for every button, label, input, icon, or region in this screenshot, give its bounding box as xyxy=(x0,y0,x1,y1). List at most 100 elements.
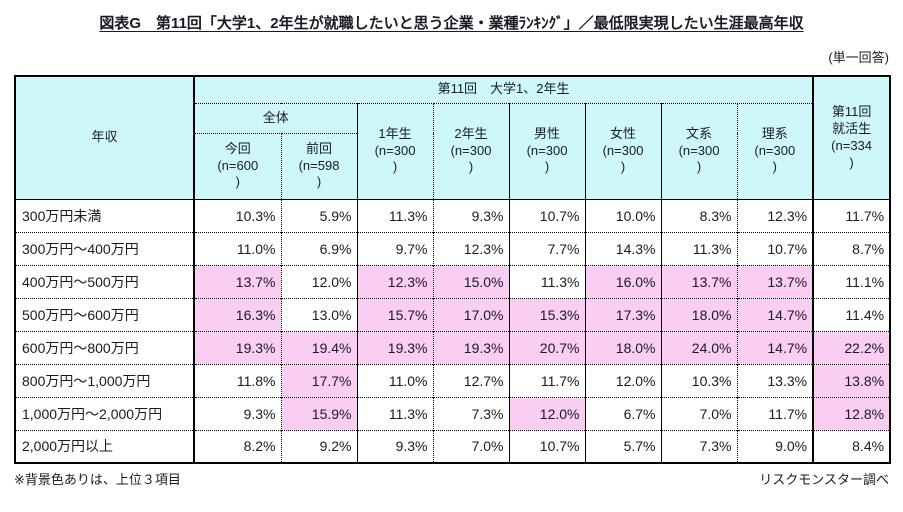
value-cell: 10.7% xyxy=(509,198,586,232)
value-cell: 6.7% xyxy=(585,396,662,430)
table-row: 300万円～400万円 11.0% 6.9% 9.7% 12.3% 7.7% 14.3% 11… xyxy=(15,231,891,265)
value-cell: 10.0% xyxy=(585,198,662,232)
value-cell: 15.3% xyxy=(509,297,586,331)
table-body: 300万円未満 10.3% 5.9% 11.3% 9.3% 10.7% 10.0% 8.3% 1… xyxy=(15,198,891,463)
footer: ※背景色ありは、上位３項目 リスクモンスター調べ xyxy=(14,469,889,488)
col-header-current: 今回 (n=600 ) xyxy=(194,133,282,199)
value-cell: 19.3% xyxy=(357,330,434,364)
value-cell: 8.7% xyxy=(813,231,891,265)
value-cell: 13.7% xyxy=(194,264,282,298)
table-row: 300万円未満 10.3% 5.9% 11.3% 9.3% 10.7% 10.0% 8.3% 1… xyxy=(15,198,891,232)
income-range-label: 1,000万円～2,000万円 xyxy=(15,396,195,430)
value-cell: 14.7% xyxy=(737,297,815,331)
income-range-label: 300万円～400万円 xyxy=(15,231,195,265)
value-cell: 13.3% xyxy=(737,363,815,397)
value-cell: 11.3% xyxy=(509,264,586,298)
value-cell: 12.0% xyxy=(585,363,662,397)
value-cell: 17.3% xyxy=(585,297,662,331)
value-cell: 10.3% xyxy=(661,363,738,397)
value-cell: 18.0% xyxy=(585,330,662,364)
figure-title: 図表G 第11回「大学1、2年生が就職したいと思う企業・業種ﾗﾝｷﾝｸﾞ」／最低… xyxy=(0,12,903,33)
value-cell: 7.0% xyxy=(433,429,510,463)
value-cell: 15.9% xyxy=(281,396,358,430)
col-header-year2: 2年生 (n=300 ) xyxy=(433,103,510,199)
table-row: 800万円～1,000万円 11.8% 17.7% 11.0% 12.7% 11.7% 12… xyxy=(15,363,891,397)
value-cell: 12.0% xyxy=(509,396,586,430)
table-row: 400万円～500万円 13.7% 12.0% 12.3% 15.0% 11.3% 16.0… xyxy=(15,264,891,298)
col-header-humanities: 文系 (n=300 ) xyxy=(661,103,738,199)
value-cell: 12.3% xyxy=(433,231,510,265)
value-cell: 16.0% xyxy=(585,264,662,298)
value-cell: 7.0% xyxy=(661,396,738,430)
value-cell: 5.7% xyxy=(585,429,662,463)
value-cell: 11.4% xyxy=(813,297,891,331)
value-cell: 17.7% xyxy=(281,363,358,397)
value-cell: 14.3% xyxy=(585,231,662,265)
value-cell: 7.3% xyxy=(433,396,510,430)
value-cell: 11.0% xyxy=(194,231,282,265)
value-cell: 8.3% xyxy=(661,198,738,232)
value-cell: 11.7% xyxy=(813,198,891,232)
value-cell: 11.3% xyxy=(661,231,738,265)
value-cell: 13.0% xyxy=(281,297,358,331)
value-cell: 12.8% xyxy=(813,396,891,430)
value-cell: 12.3% xyxy=(357,264,434,298)
table-header: 年収 第11回 大学1、2年生 第11回 就活生 (n=334 ) 全体 1年生… xyxy=(15,76,891,199)
value-cell: 9.3% xyxy=(357,429,434,463)
income-range-label: 500万円～600万円 xyxy=(15,297,195,331)
answer-type-note: (単一回答) xyxy=(828,50,889,65)
value-cell: 15.0% xyxy=(433,264,510,298)
value-cell: 19.3% xyxy=(433,330,510,364)
value-cell: 13.7% xyxy=(737,264,815,298)
income-table: 年収 第11回 大学1、2年生 第11回 就活生 (n=334 ) 全体 1年生… xyxy=(14,75,892,464)
table-row: 1,000万円～2,000万円 9.3% 15.9% 11.3% 7.3% 12.0% 6.… xyxy=(15,396,891,430)
header-row-zentai-split: 今回 (n=600 ) 前回 (n=598 ) xyxy=(15,133,890,199)
col-header-female: 女性 (n=300 ) xyxy=(585,103,662,199)
value-cell: 12.7% xyxy=(433,363,510,397)
value-cell: 7.7% xyxy=(509,231,586,265)
value-cell: 11.3% xyxy=(357,198,434,232)
value-cell: 9.2% xyxy=(281,429,358,463)
value-cell: 15.7% xyxy=(357,297,434,331)
value-cell: 10.7% xyxy=(737,231,815,265)
value-cell: 19.4% xyxy=(281,330,358,364)
col-header-jobhunters: 第11回 就活生 (n=334 ) xyxy=(813,76,891,199)
value-cell: 13.7% xyxy=(661,264,738,298)
col-header-previous: 前回 (n=598 ) xyxy=(281,133,358,199)
value-cell: 20.7% xyxy=(509,330,586,364)
value-cell: 11.0% xyxy=(357,363,434,397)
col-header-income: 年収 xyxy=(15,76,195,199)
value-cell: 8.2% xyxy=(194,429,282,463)
value-cell: 10.3% xyxy=(194,198,282,232)
value-cell: 11.3% xyxy=(357,396,434,430)
col-header-male: 男性 (n=300 ) xyxy=(509,103,586,199)
table-row: 600万円～800万円 19.3% 19.4% 19.3% 19.3% 20.7% 18.0… xyxy=(15,330,891,364)
value-cell: 11.7% xyxy=(509,363,586,397)
header-row-subgroup: 全体 1年生 (n=300 ) 2年生 (n=300 ) 男性 (n=300 )… xyxy=(15,103,890,199)
value-cell: 6.9% xyxy=(281,231,358,265)
value-cell: 14.7% xyxy=(737,330,815,364)
value-cell: 10.7% xyxy=(509,429,586,463)
income-range-label: 800万円～1,000万円 xyxy=(15,363,195,397)
value-cell: 18.0% xyxy=(661,297,738,331)
income-range-label: 600万円～800万円 xyxy=(15,330,195,364)
header-row-group: 年収 第11回 大学1、2年生 第11回 就活生 (n=334 ) xyxy=(15,76,891,199)
source-note: リスクモンスター調べ xyxy=(759,472,889,487)
table-row: 2,000万円以上 8.2% 9.2% 9.3% 7.0% 10.7% 5.7% 7.3% 9.… xyxy=(15,429,891,463)
value-cell: 9.7% xyxy=(357,231,434,265)
value-cell: 7.3% xyxy=(661,429,738,463)
value-cell: 17.0% xyxy=(433,297,510,331)
figure-title-text: 図表G 第11回「大学1、2年生が就職したいと思う企業・業種ﾗﾝｷﾝｸﾞ」／最低… xyxy=(99,15,804,32)
figure-page: 図表G 第11回「大学1、2年生が就職したいと思う企業・業種ﾗﾝｷﾝｸﾞ」／最低… xyxy=(0,12,903,512)
value-cell: 9.3% xyxy=(433,198,510,232)
col-header-university-group: 第11回 大学1、2年生 xyxy=(194,76,815,104)
income-range-label: 300万円未満 xyxy=(15,198,195,232)
col-header-year1: 1年生 (n=300 ) xyxy=(357,103,434,199)
income-range-label: 400万円～500万円 xyxy=(15,264,195,298)
col-header-sciences: 理系 (n=300 ) xyxy=(737,103,815,199)
col-header-zentai: 全体 xyxy=(194,103,358,134)
value-cell: 5.9% xyxy=(281,198,358,232)
value-cell: 13.8% xyxy=(813,363,891,397)
value-cell: 11.8% xyxy=(194,363,282,397)
income-range-label: 2,000万円以上 xyxy=(15,429,195,463)
